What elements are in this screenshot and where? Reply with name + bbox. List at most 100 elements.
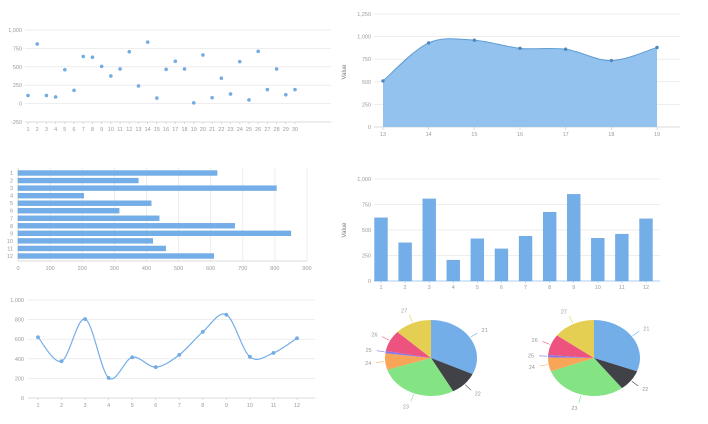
scatter-point[interactable] (118, 67, 122, 71)
tick-label: 500 (174, 266, 183, 272)
scatter-point[interactable] (237, 59, 242, 64)
pie-slice[interactable] (385, 350, 431, 358)
scatter-point[interactable] (127, 49, 132, 54)
pie-slice[interactable] (431, 358, 473, 392)
pie-slice[interactable] (397, 320, 431, 358)
data-point[interactable] (472, 38, 477, 42)
horizontal-bar-chart[interactable]: 0 100 200 300 400 500 600 700 800 900123456789101… (0, 160, 354, 290)
scatter-point[interactable] (228, 92, 233, 96)
scatter-point[interactable] (265, 87, 270, 92)
scatter-point[interactable] (99, 64, 104, 69)
bar[interactable] (591, 238, 605, 282)
data-point[interactable] (36, 335, 40, 340)
pie-slice[interactable] (550, 358, 622, 396)
pie-slice[interactable] (557, 320, 594, 358)
data-point[interactable] (563, 47, 568, 51)
scatter-point[interactable] (35, 42, 40, 46)
area-fill[interactable] (383, 38, 657, 127)
scatter-point[interactable] (53, 95, 58, 99)
bar[interactable] (17, 230, 292, 237)
scatter-point[interactable] (247, 98, 251, 102)
scatter-point[interactable] (191, 101, 196, 105)
scatter-point[interactable] (219, 76, 224, 81)
data-point[interactable] (153, 365, 158, 370)
tick-label: 17 (563, 132, 569, 138)
bar[interactable] (615, 233, 629, 282)
data-point[interactable] (381, 79, 385, 83)
data-point[interactable] (106, 376, 111, 380)
tick-label: 12 (126, 127, 132, 133)
scatter-point[interactable] (164, 67, 168, 72)
bar[interactable] (17, 245, 166, 252)
line-series[interactable] (37, 313, 298, 380)
scatter-point[interactable] (145, 40, 150, 44)
bar[interactable] (518, 235, 533, 282)
pie-slice[interactable] (385, 331, 431, 358)
bar[interactable] (17, 200, 152, 206)
data-point[interactable] (177, 352, 182, 357)
tick-label: 19 (191, 127, 197, 133)
bar[interactable] (639, 218, 653, 282)
data-point[interactable] (200, 329, 205, 334)
scatter-point[interactable] (109, 74, 113, 78)
bar[interactable] (494, 248, 509, 282)
bar[interactable] (422, 198, 436, 282)
data-point[interactable] (83, 317, 87, 322)
scatter-point[interactable] (274, 67, 279, 71)
pie-slice[interactable] (594, 358, 638, 389)
bar[interactable] (17, 208, 120, 214)
data-point[interactable] (609, 58, 614, 63)
pie-slice[interactable] (385, 353, 431, 370)
pie-slice[interactable] (431, 320, 477, 375)
bar[interactable] (17, 185, 277, 191)
data-point[interactable] (295, 336, 299, 341)
bar[interactable] (17, 170, 218, 176)
pie-charts[interactable]: 21 22 23 24 25 26 27 21 22 23 24 25 26 27 (338, 295, 708, 424)
scatter-point[interactable] (26, 93, 30, 98)
bar[interactable] (398, 242, 412, 282)
data-point[interactable] (224, 312, 229, 317)
bar[interactable] (567, 194, 581, 282)
scatter-point[interactable] (136, 84, 141, 88)
scatter-point[interactable] (173, 59, 178, 64)
scatter-point[interactable] (182, 67, 187, 71)
tick-label: 800 (270, 266, 279, 272)
bar[interactable] (17, 177, 139, 184)
bar[interactable] (17, 223, 235, 229)
scatter-point[interactable] (201, 53, 205, 57)
pie-slice[interactable] (548, 355, 594, 358)
scatter-point[interactable] (72, 88, 76, 93)
data-point[interactable] (130, 355, 135, 360)
data-point[interactable] (248, 354, 252, 359)
scatter-point[interactable] (81, 54, 86, 59)
data-point[interactable] (655, 45, 659, 50)
scatter-point[interactable] (256, 49, 260, 54)
pie-slice[interactable] (387, 358, 454, 396)
bar[interactable] (470, 238, 485, 282)
scatter-point[interactable] (63, 67, 67, 72)
scatter-point[interactable] (44, 93, 49, 98)
bar[interactable] (374, 217, 388, 282)
data-point[interactable] (426, 41, 431, 45)
bar[interactable] (446, 259, 460, 282)
bar[interactable] (17, 238, 154, 244)
pie-slice[interactable] (548, 357, 594, 372)
scatter-point[interactable] (293, 87, 297, 92)
pie-slice[interactable] (548, 335, 594, 358)
scatter-point[interactable] (155, 96, 159, 100)
scatter-point[interactable] (283, 92, 288, 97)
scatter-point[interactable] (210, 95, 214, 100)
data-point[interactable] (518, 46, 522, 51)
data-point[interactable] (271, 351, 276, 355)
bar[interactable] (17, 192, 84, 199)
pie-slice[interactable] (594, 320, 640, 372)
bar[interactable] (542, 212, 557, 282)
scatter-point[interactable] (90, 55, 95, 60)
bar[interactable] (17, 215, 160, 221)
data-point[interactable] (59, 359, 64, 364)
area-chart[interactable]: 0 250 500 750 1,000 1,250 Value 13 14 15 16 17 18 19 (338, 0, 708, 160)
bar[interactable] (17, 253, 215, 259)
